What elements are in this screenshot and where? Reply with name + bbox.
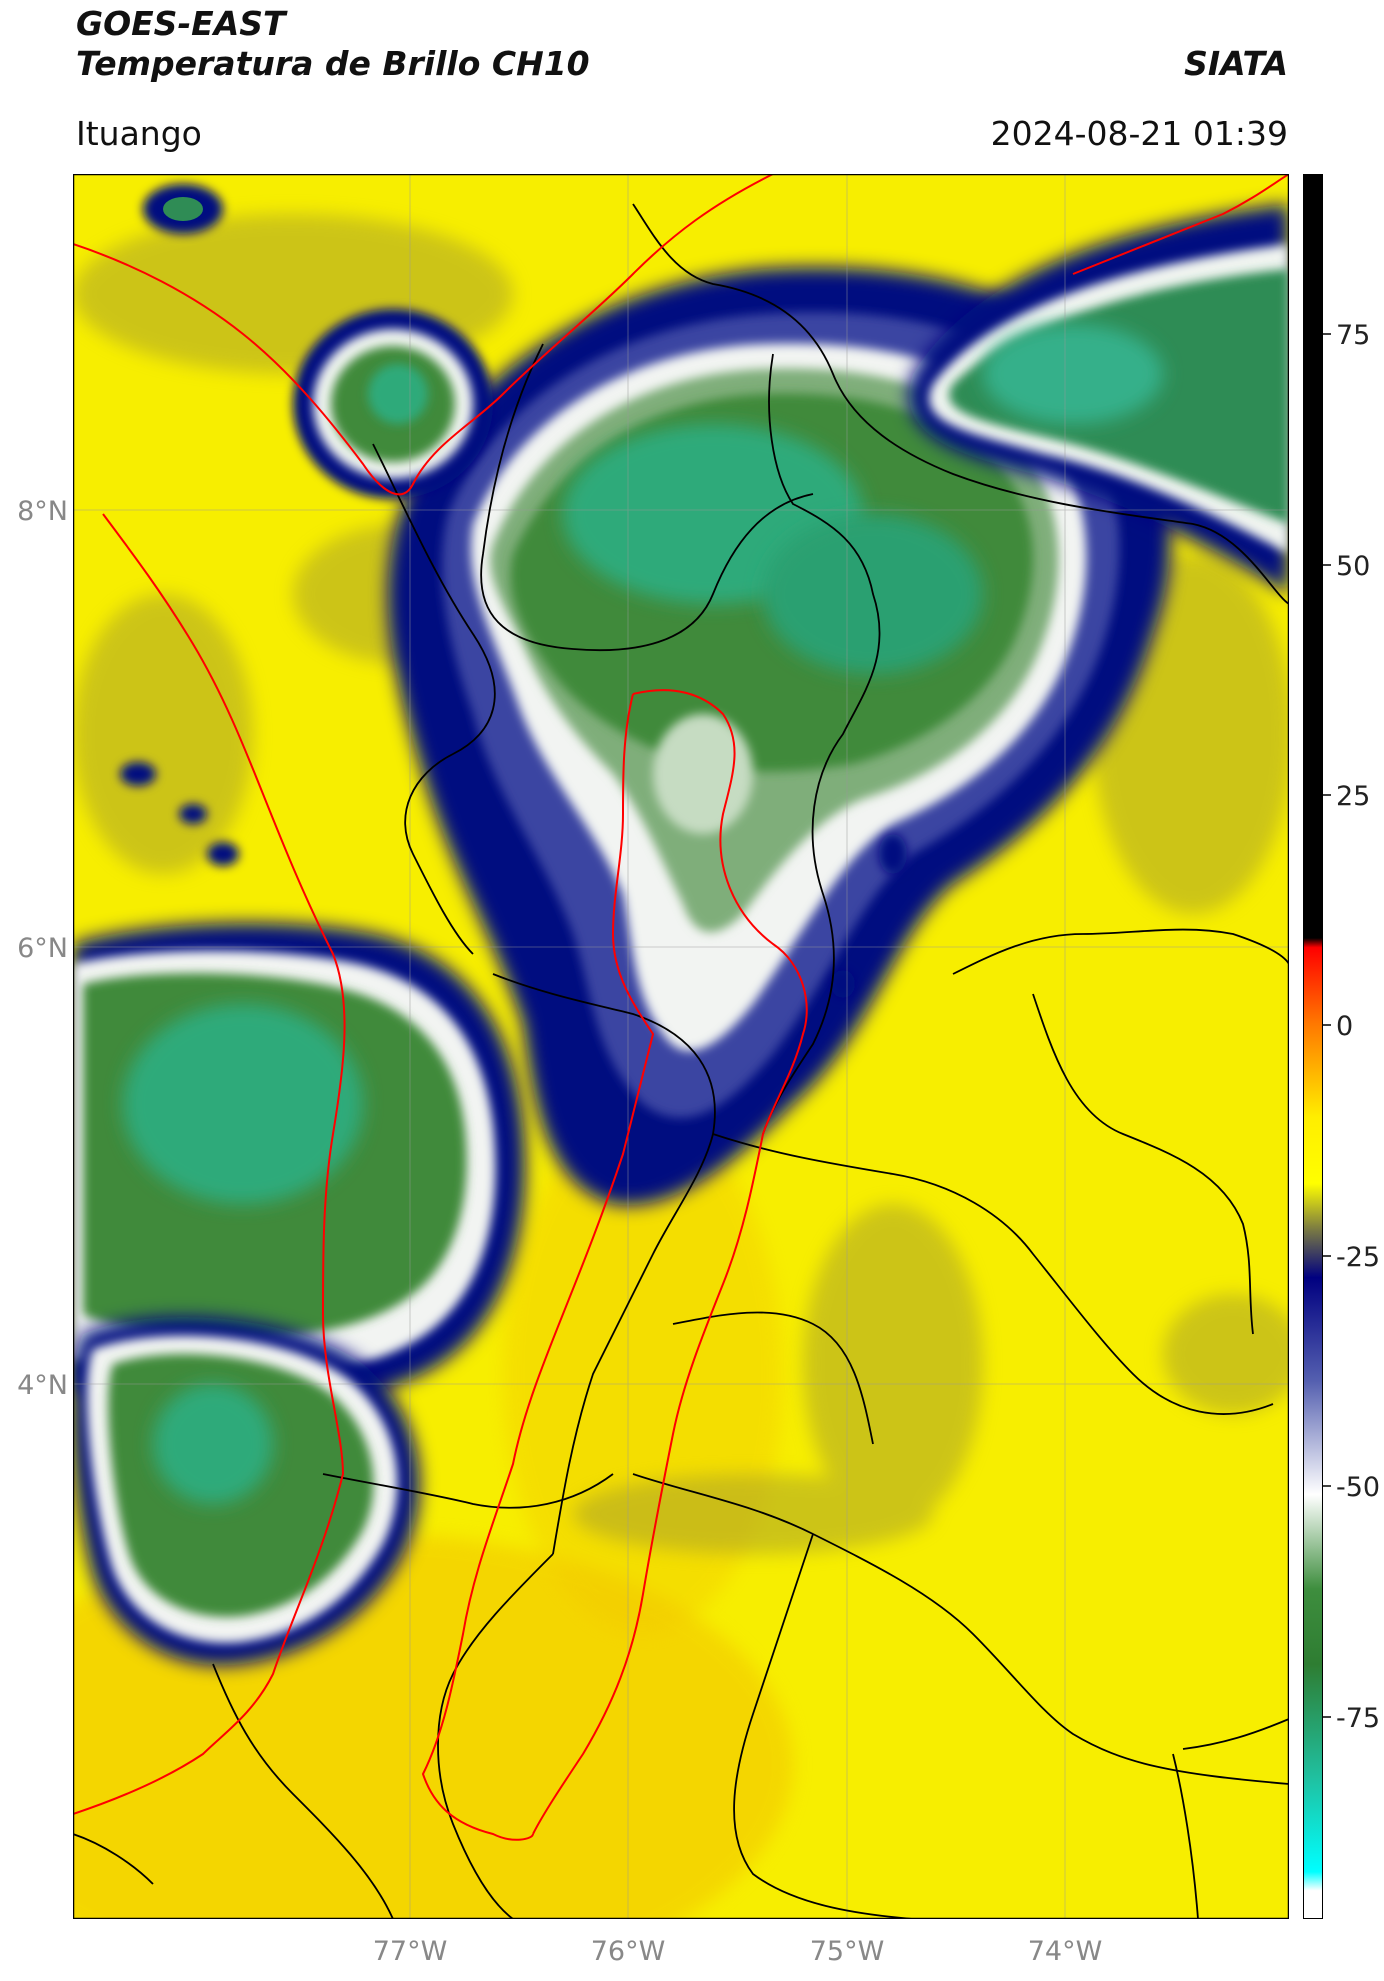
lon-label: 77°W [373,1936,448,1967]
location-label: Ituango [76,114,202,153]
colorbar-tick-label: 25 [1336,781,1370,812]
colorbar [1303,174,1323,1919]
northern-convective-system [388,267,1171,1206]
lat-label: 8°N [17,496,68,527]
colorbar-ticks [1323,333,1331,1718]
lon-label: 76°W [591,1936,666,1967]
satellite-map [73,174,1289,1919]
lat-label: 6°N [17,933,68,964]
lon-label: 74°W [1028,1936,1103,1967]
red-boundaries [73,174,1289,1841]
datetime-label: 2024-08-21 01:39 [990,114,1288,153]
colorbar-tick-label: 75 [1336,320,1370,351]
satellite-title: GOES-EAST [76,4,286,43]
colorbar-tick-label: -25 [1336,1242,1380,1273]
lon-label: 75°W [810,1936,885,1967]
western-convective-system [73,923,525,1408]
product-title: Temperatura de Brillo CH10 [76,44,590,83]
colorbar-tick-label: -75 [1336,1703,1380,1734]
department-boundaries [73,203,1289,1919]
colorbar-tick-label: 50 [1336,551,1370,582]
graticule [73,174,1289,1919]
lat-label: 4°N [17,1370,68,1401]
scattered-cells [120,762,907,998]
colorbar-tick-label: 0 [1336,1011,1353,1042]
brand-label: SIATA [1184,44,1288,83]
northwest-small-cell [143,184,493,499]
northeast-convective-system [909,204,1289,594]
southwest-convective-system [73,1317,420,1666]
colorbar-tick-label: -50 [1336,1472,1380,1503]
